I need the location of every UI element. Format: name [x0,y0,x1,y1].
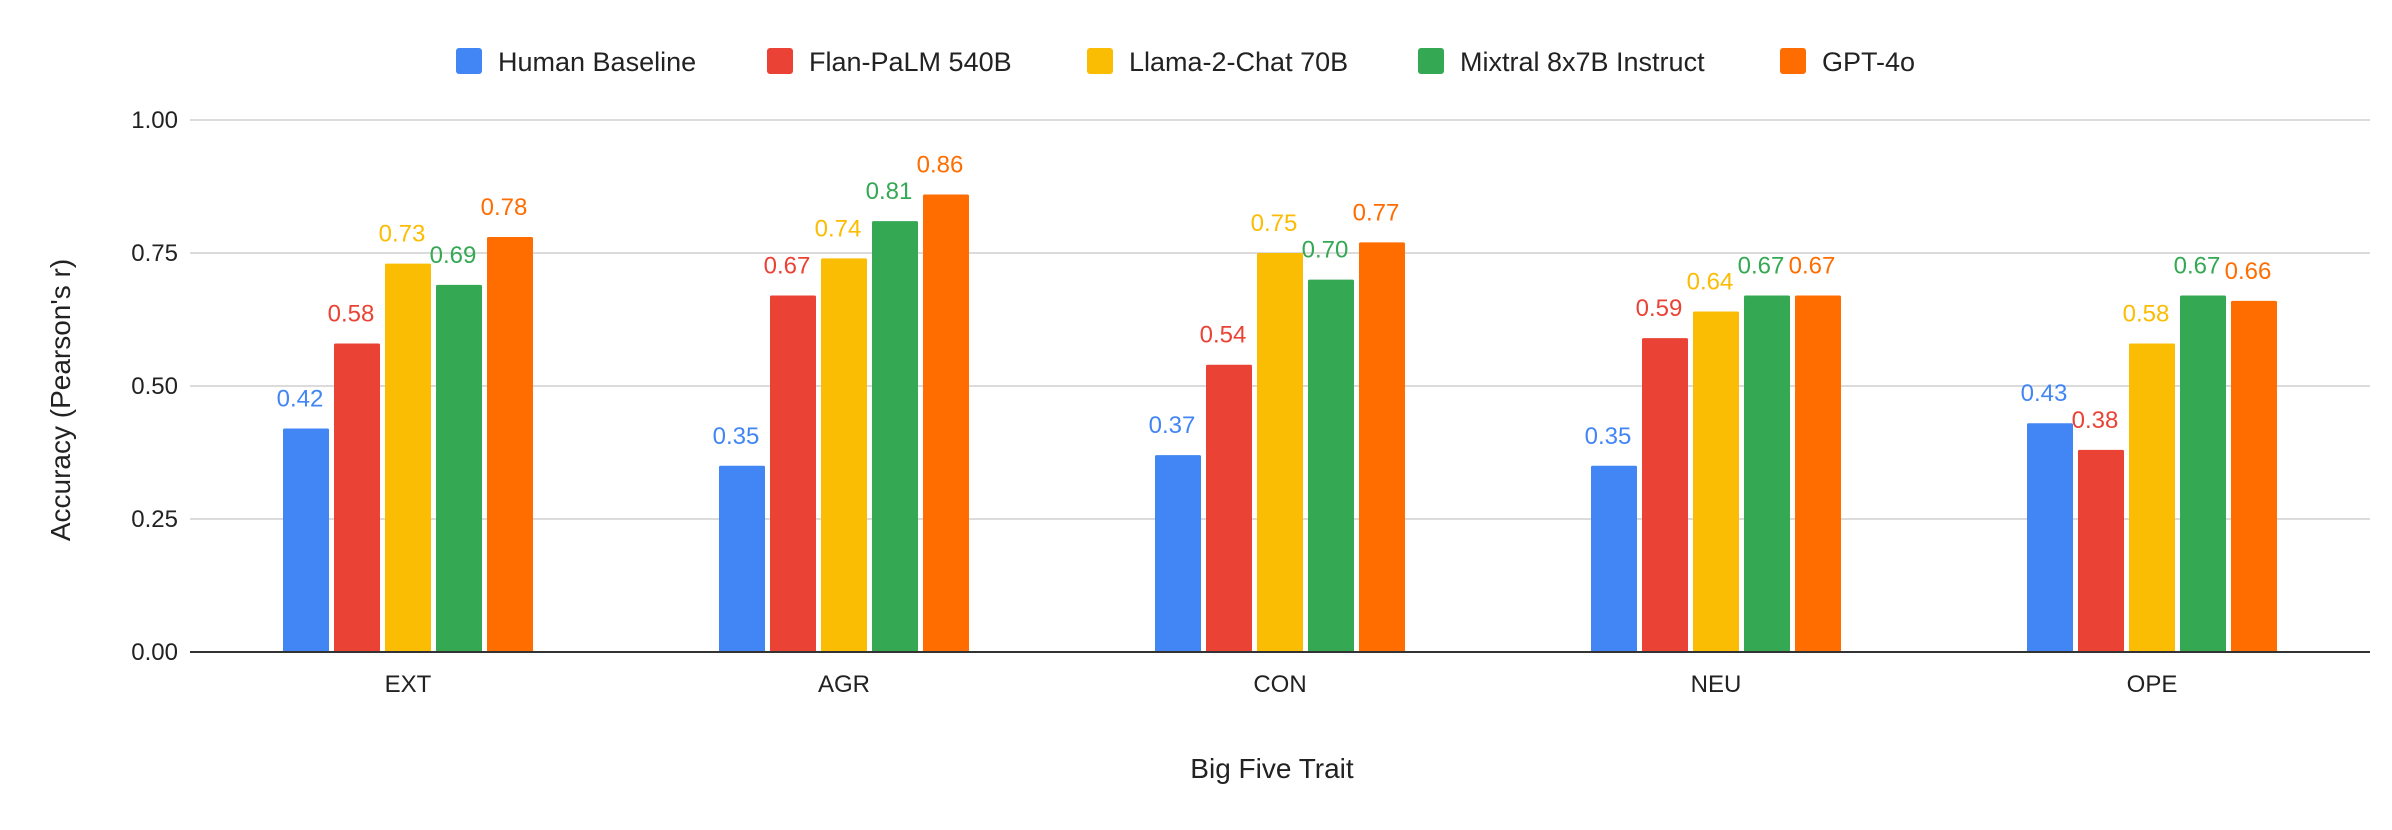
data-label-neu-series-4: 0.67 [1789,253,1836,280]
bar-neu-series-4 [1795,295,1841,652]
data-label-neu-series-0: 0.35 [1585,423,1632,450]
bar-con-series-3 [1308,279,1354,652]
y-tick-label: 0.50 [131,373,178,400]
bar-agr-series-1 [770,295,816,652]
legend-label: Flan-PaLM 540B [809,47,1012,77]
bar-agr-series-2 [821,258,867,652]
bar-con-series-2 [1257,253,1303,652]
legend-swatch [456,48,482,74]
data-label-ope-series-3: 0.67 [2174,253,2221,280]
bar-ope-series-4 [2231,300,2277,652]
legend-swatch [1780,48,1806,74]
x-tick-label-agr: AGR [818,671,870,698]
x-tick-label-neu: NEU [1691,671,1742,698]
data-label-neu-series-3: 0.67 [1738,253,1785,280]
bar-ext-series-3 [436,284,482,652]
data-label-ope-series-0: 0.43 [2021,380,2068,407]
data-label-ext-series-3: 0.69 [430,242,477,269]
data-label-con-series-3: 0.70 [1302,237,1349,264]
data-label-neu-series-2: 0.64 [1687,269,1734,296]
bar-ext-series-0 [283,428,329,652]
x-tick-label-ope: OPE [2127,671,2178,698]
bar-ope-series-0 [2027,423,2073,652]
data-label-agr-series-2: 0.74 [815,215,862,242]
data-label-ope-series-1: 0.38 [2072,407,2119,434]
y-axis-title: Accuracy (Pearson's r) [45,259,76,541]
y-tick-label: 0.00 [131,639,178,666]
legend: Human Baseline Flan-PaLM 540B Llama-2-Chat… [456,47,1915,77]
data-label-agr-series-1: 0.67 [764,253,811,280]
bar-neu-series-1 [1642,338,1688,652]
data-label-con-series-1: 0.54 [1200,322,1247,349]
data-label-ext-series-1: 0.58 [328,300,375,327]
data-label-agr-series-4: 0.86 [917,151,964,178]
y-tick-label: 0.25 [131,506,178,533]
bar-neu-series-2 [1693,311,1739,652]
data-label-con-series-0: 0.37 [1149,412,1196,439]
y-tick-label: 1.00 [131,107,178,134]
data-label-ext-series-2: 0.73 [379,221,426,248]
bar-agr-series-0 [719,465,765,652]
data-label-agr-series-3: 0.81 [866,178,913,205]
bar-con-series-0 [1155,455,1201,652]
bar-con-series-1 [1206,364,1252,652]
bar-ext-series-1 [334,343,380,652]
legend-swatch [1418,48,1444,74]
data-label-con-series-4: 0.77 [1353,199,1400,226]
legend-label: Mixtral 8x7B Instruct [1460,47,1705,77]
bar-con-series-4 [1359,242,1405,653]
legend-label: GPT-4o [1822,47,1915,77]
x-tick-label-ext: EXT [385,671,432,698]
bars [283,194,2277,653]
data-label-ope-series-4: 0.66 [2225,258,2272,285]
data-label-ope-series-2: 0.58 [2123,300,2170,327]
data-label-agr-series-0: 0.35 [713,423,760,450]
legend-swatch [767,48,793,74]
y-tick-label: 0.75 [131,240,178,267]
data-label-ext-series-0: 0.42 [277,386,324,413]
bar-ope-series-3 [2180,295,2226,652]
bar-ope-series-1 [2078,449,2124,652]
x-tick-label-con: CON [1253,671,1306,698]
bar-ope-series-2 [2129,343,2175,652]
bar-agr-series-3 [872,221,918,652]
bar-ext-series-2 [385,263,431,652]
bar-ext-series-4 [487,237,533,653]
bar-neu-series-0 [1591,465,1637,652]
bar-agr-series-4 [923,194,969,653]
axes: 0.00 0.25 0.50 0.75 1.00 EXT AGR CON NEU OPE [131,107,2370,698]
data-label-neu-series-1: 0.59 [1636,295,1683,322]
legend-label: Llama-2-Chat 70B [1129,47,1348,77]
legend-label: Human Baseline [498,47,696,77]
bar-neu-series-3 [1744,295,1790,652]
legend-swatch [1087,48,1113,74]
x-axis-title: Big Five Trait [1190,753,1354,784]
data-label-ext-series-4: 0.78 [481,194,528,221]
data-labels: 0.420.580.730.690.780.350.670.740.810.86… [277,151,2272,449]
data-label-con-series-2: 0.75 [1251,210,1298,237]
